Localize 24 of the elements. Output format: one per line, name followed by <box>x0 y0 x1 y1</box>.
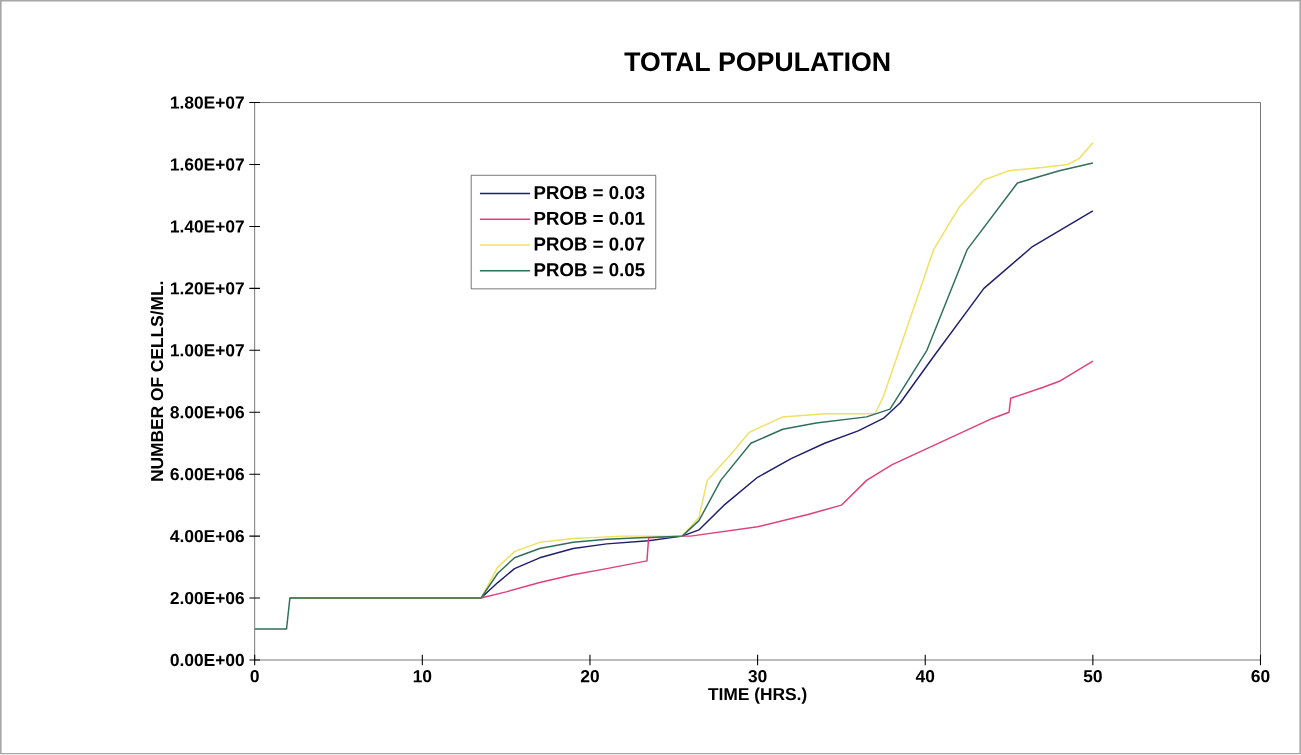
y-axis-title: NUMBER OF CELLS/ML. <box>150 282 164 482</box>
x-tick-label: 10 <box>413 670 432 683</box>
chart-title: TOTAL POPULATION <box>624 52 890 72</box>
x-tick-label: 20 <box>580 670 599 683</box>
x-tick-label: 50 <box>1083 670 1102 683</box>
x-tick-label: 0 <box>250 670 259 683</box>
y-tick-label: 1.20E+07 <box>170 282 244 295</box>
legend-label: PROB = 0.05 <box>534 263 645 277</box>
legend-label: PROB = 0.01 <box>534 211 645 226</box>
y-tick-label: 4.00E+06 <box>170 530 244 543</box>
x-tick-label: 60 <box>1251 670 1270 683</box>
x-tick-label: 30 <box>748 670 767 683</box>
x-tick-label: 40 <box>915 670 935 683</box>
legend-label: PROB = 0.03 <box>534 186 645 200</box>
x-axis-title: TIME (HRS.) <box>708 687 807 704</box>
y-tick-label: 1.60E+07 <box>170 158 244 171</box>
y-tick-label: 1.00E+07 <box>170 344 244 357</box>
y-tick-label: 8.00E+06 <box>170 406 244 419</box>
y-tick-label: 2.00E+06 <box>170 592 244 605</box>
y-tick-label: 1.80E+07 <box>170 96 244 109</box>
y-tick-label: 1.40E+07 <box>170 220 244 233</box>
y-tick-label: 6.00E+06 <box>170 468 244 481</box>
y-tick-label: 0.00E+00 <box>170 654 244 667</box>
legend-label: PROB = 0.07 <box>534 237 645 251</box>
